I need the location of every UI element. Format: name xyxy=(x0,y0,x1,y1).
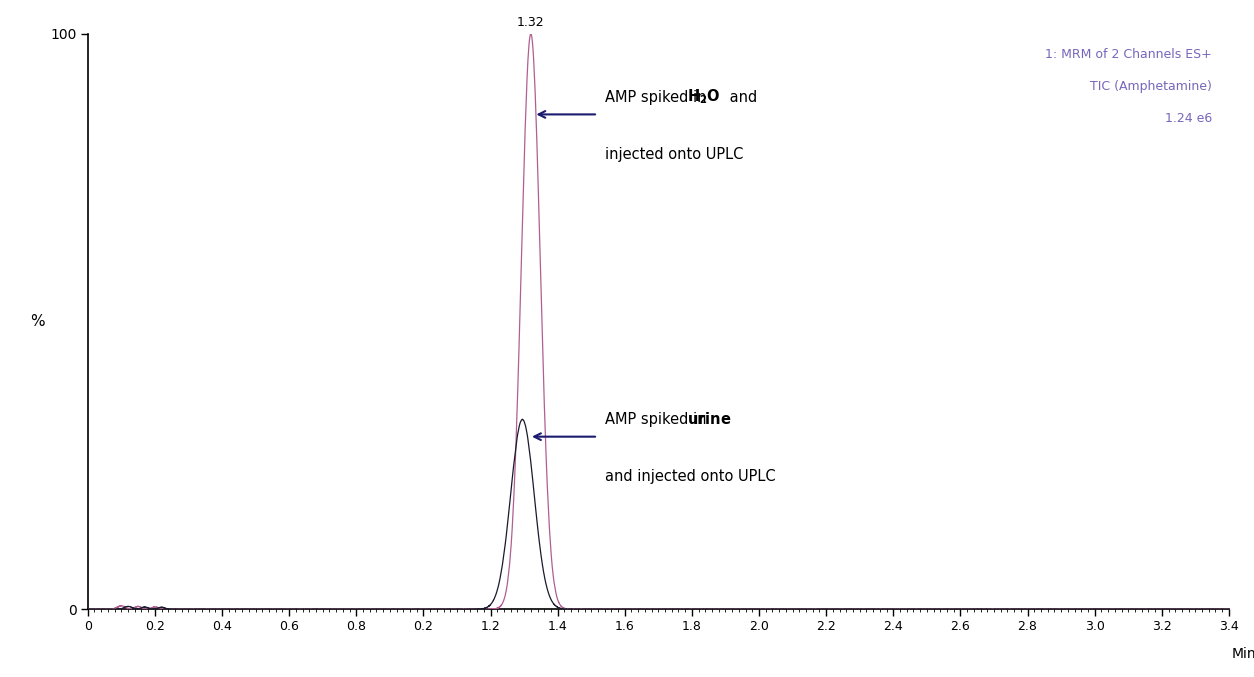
Text: $\mathbf{H_2O}$: $\mathbf{H_2O}$ xyxy=(687,88,721,106)
Text: TIC (Amphetamine): TIC (Amphetamine) xyxy=(1090,80,1211,93)
Text: AMP spiked in: AMP spiked in xyxy=(604,412,711,427)
Text: 1: MRM of 2 Channels ES+: 1: MRM of 2 Channels ES+ xyxy=(1045,48,1211,61)
Text: and: and xyxy=(726,89,757,105)
Text: $\mathbf{urine}$: $\mathbf{urine}$ xyxy=(687,412,731,427)
Text: and injected onto UPLC: and injected onto UPLC xyxy=(604,469,775,485)
Text: AMP spiked in: AMP spiked in xyxy=(604,89,711,105)
Text: injected onto UPLC: injected onto UPLC xyxy=(604,147,744,162)
Text: 1.32: 1.32 xyxy=(517,16,544,29)
Text: Min: Min xyxy=(1231,647,1254,661)
Text: %: % xyxy=(30,314,44,329)
Text: 1.24 e6: 1.24 e6 xyxy=(1165,112,1211,125)
